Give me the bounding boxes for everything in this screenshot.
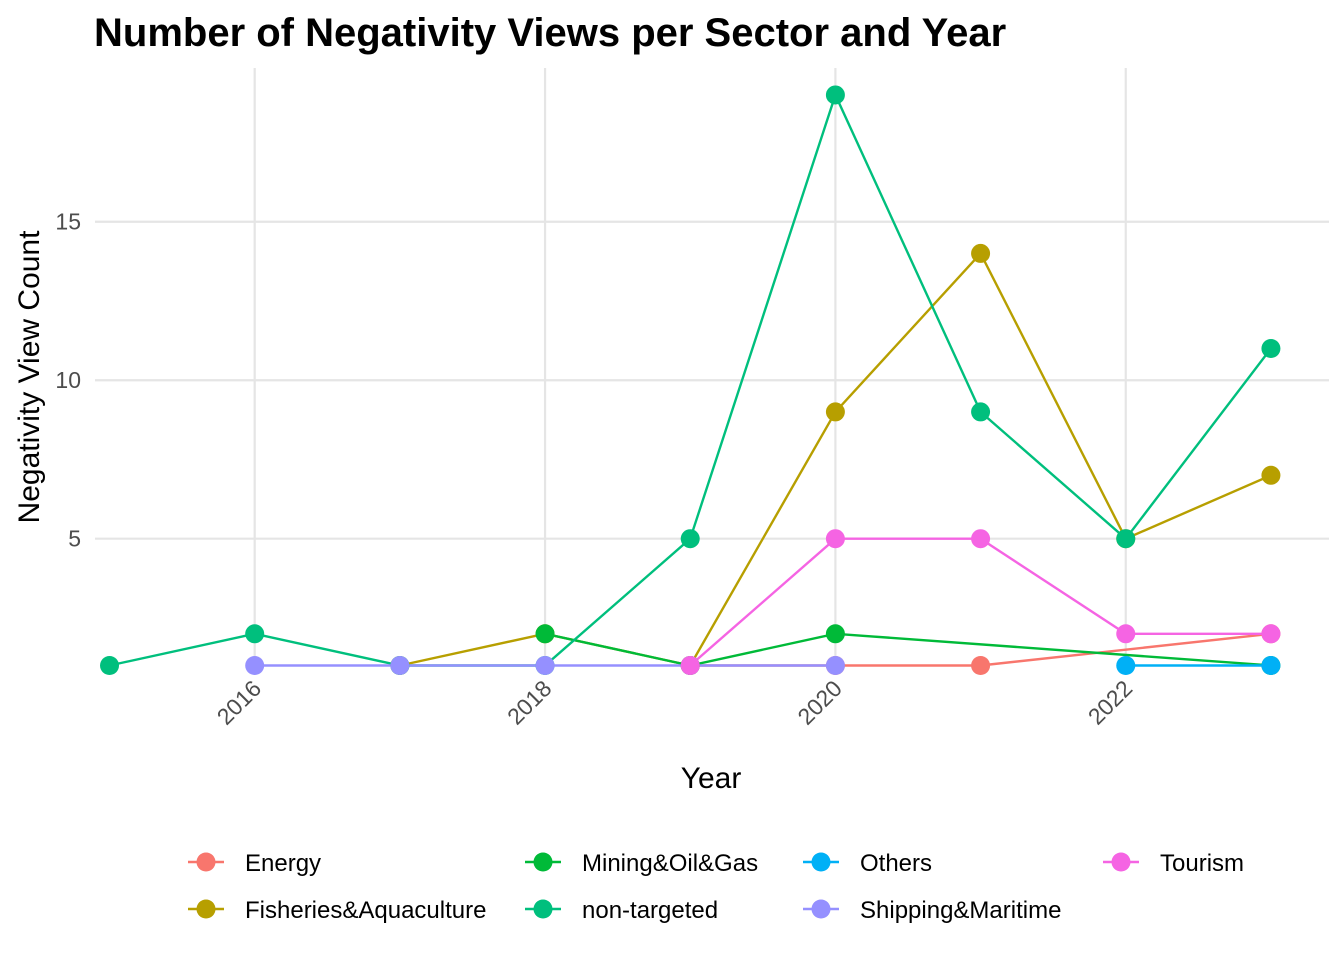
data-point-mining-oil-gas-2020 — [825, 624, 845, 644]
legend-label: Others — [860, 850, 932, 877]
data-point-shipping-maritime-2016 — [245, 655, 265, 675]
data-point-non-targeted-2023 — [1261, 339, 1281, 359]
legend-label: Fisheries&Aquaculture — [245, 897, 486, 924]
x-tick-label: 2016 — [212, 675, 267, 730]
legend-label: non-targeted — [582, 897, 718, 924]
data-point-energy-2021 — [971, 655, 991, 675]
data-point-shipping-maritime-2018 — [535, 655, 555, 675]
data-point-tourism-2022 — [1116, 624, 1136, 644]
legend-item-mining-oil-gas: Mining&Oil&Gas — [525, 850, 758, 877]
data-point-tourism-2023 — [1261, 624, 1281, 644]
legend-key-point — [533, 852, 553, 872]
x-axis-ticks: 2016 2018 2020 2022 — [212, 675, 1138, 730]
legend-key-point — [196, 852, 216, 872]
legend-item-fisheries-aquaculture: Fisheries&Aquaculture — [188, 897, 486, 924]
data-point-mining-oil-gas-2018 — [535, 624, 555, 644]
data-point-non-targeted-2016 — [245, 624, 265, 644]
x-tick-label: 2020 — [792, 675, 847, 730]
y-axis-ticks: 5 10 15 — [55, 209, 81, 552]
data-point-others-2023 — [1261, 655, 1281, 675]
data-point-non-targeted-2022 — [1116, 529, 1136, 549]
y-axis-title: Negativity View Count — [13, 230, 46, 524]
data-point-non-targeted-2020 — [825, 85, 845, 105]
x-axis-title: Year — [681, 762, 742, 795]
data-point-tourism-2019 — [680, 655, 700, 675]
legend-key-point — [811, 899, 831, 919]
legend-item-shipping-maritime: Shipping&Maritime — [803, 897, 1061, 924]
legend-item-non-targeted: non-targeted — [525, 897, 718, 924]
legend-item-energy: Energy — [188, 850, 321, 877]
legend-key-point — [1111, 852, 1131, 872]
chart-title: Number of Negativity Views per Sector an… — [94, 11, 1006, 55]
legend-label: Energy — [245, 850, 321, 877]
y-tick-label: 15 — [55, 209, 81, 235]
x-tick-label: 2018 — [502, 675, 557, 730]
legend-label: Tourism — [1160, 850, 1244, 877]
data-point-tourism-2021 — [971, 529, 991, 549]
y-tick-label: 5 — [68, 526, 81, 552]
data-point-non-targeted-2021 — [971, 402, 991, 422]
legend-key-point — [811, 852, 831, 872]
data-point-others-2022 — [1116, 655, 1136, 675]
data-point-non-targeted-2019 — [680, 529, 700, 549]
legend-label: Shipping&Maritime — [860, 897, 1061, 924]
gridlines — [95, 68, 1329, 675]
data-point-shipping-maritime-2017 — [390, 655, 410, 675]
y-tick-label: 10 — [55, 367, 81, 393]
legend: Energy Fisheries&Aquaculture Mining&Oil&Ga… — [188, 850, 1244, 924]
data-point-non-targeted-2015 — [100, 655, 120, 675]
series-line-mining-oil-gas — [544, 632, 1272, 667]
legend-item-tourism: Tourism — [1103, 850, 1244, 877]
x-tick-label: 2022 — [1083, 675, 1138, 730]
legend-key-point — [196, 899, 216, 919]
data-point-fisheries-aquaculture-2021 — [971, 243, 991, 263]
legend-item-others: Others — [803, 850, 932, 877]
data-point-fisheries-aquaculture-2020 — [825, 402, 845, 422]
legend-label: Mining&Oil&Gas — [582, 850, 758, 877]
data-point-fisheries-aquaculture-2023 — [1261, 465, 1281, 485]
data-point-tourism-2020 — [825, 529, 845, 549]
data-point-shipping-maritime-2020 — [825, 655, 845, 675]
legend-key-point — [533, 899, 553, 919]
series-points — [100, 85, 1281, 675]
